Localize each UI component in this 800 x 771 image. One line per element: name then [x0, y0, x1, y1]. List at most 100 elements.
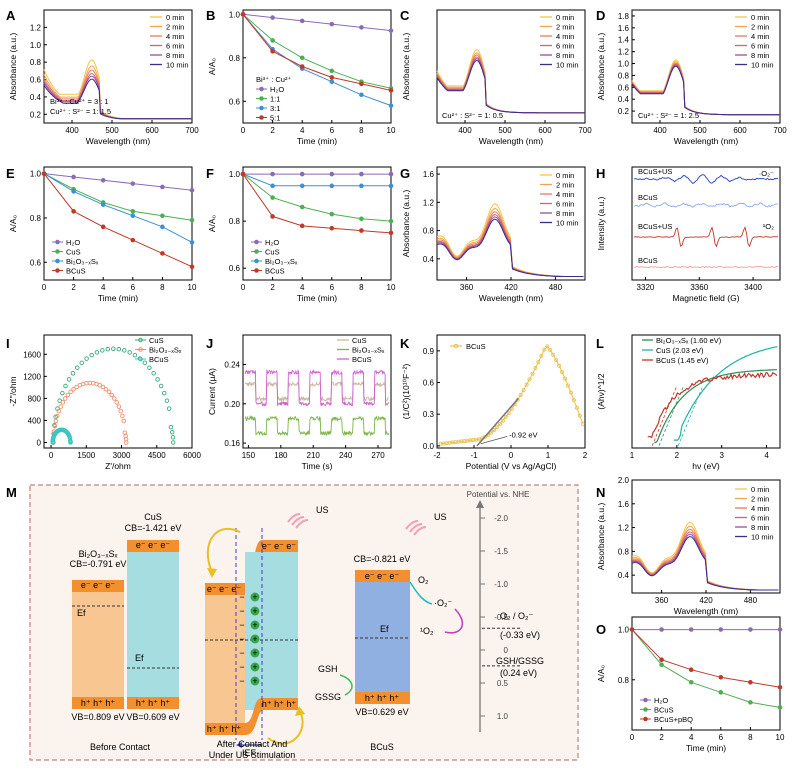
y-tick-label: 0.6 [30, 76, 42, 85]
after-contact-label-2: Under US Stimulation [209, 750, 296, 760]
y-tick-label: 1.0 [618, 626, 630, 635]
series-line-0 [243, 14, 391, 30]
y-tick-label: 0.9 [423, 347, 435, 356]
data-point [190, 265, 194, 269]
impedance-point [75, 366, 79, 370]
panel-label-L: L [596, 336, 604, 351]
y-tick-label: 1.0 [618, 60, 630, 69]
junction-right-electrons: e⁻ e⁻ e⁻ [262, 541, 297, 551]
positive-charge: + [252, 634, 257, 644]
legend-marker [255, 259, 259, 263]
panel-label-J: J [206, 336, 213, 351]
y-tick-label: 0.8 [229, 54, 241, 63]
y-tick-label: 1.2 [618, 48, 630, 57]
y-tick-label: 1.0 [229, 10, 241, 19]
panel-label-K: K [400, 336, 410, 351]
x-tick-label: 0 [42, 283, 47, 292]
after-contact-label: After Contact And [217, 739, 288, 749]
data-point [161, 185, 165, 189]
panel-label-B: B [206, 8, 215, 23]
legend-marker [255, 250, 259, 254]
data-point [330, 172, 334, 176]
legend-label: BCuS [265, 267, 285, 276]
data-point [389, 172, 393, 176]
x-tick-label: 6000 [183, 451, 201, 460]
x-tick-label: 4 [101, 283, 106, 292]
data-point [330, 76, 334, 80]
tauc-curve-2 [648, 373, 777, 438]
panel-O: 0 2 4 6 8 10 0.8 1.0 Time (min) A/A₀ H₂OBCuSBCuS+p… [596, 617, 785, 753]
cus-cb-label: CB=-1.421 eV [125, 523, 182, 533]
legend-label: 0 min [556, 13, 574, 22]
x-tick-label: 8 [160, 283, 165, 292]
legend-label: BCuS [654, 706, 674, 715]
x-tick-label: 270 [371, 451, 385, 460]
data-point [300, 224, 304, 228]
legend-label: 4 min [556, 190, 574, 199]
panel-label-A: A [6, 8, 16, 23]
impedance-point [63, 397, 67, 401]
y-tick-label: 2.0 [618, 476, 630, 485]
y-tick-label: 1200 [23, 372, 41, 381]
singlet-oxygen-label: ¹O₂ [420, 626, 434, 636]
y-tick-label: 0.6 [423, 379, 435, 388]
panel-annotation: Cu²⁺ : S²⁻ = 1: 0.5 [442, 111, 503, 120]
legend-label: 0 min [751, 13, 769, 22]
panel-label-C: C [400, 8, 410, 23]
data-point [241, 13, 245, 17]
y-axis-label: A/A₀ [8, 214, 18, 232]
x-tick-label: 480 [744, 596, 758, 605]
data-point [689, 668, 693, 672]
y-tick-label: 1.0 [30, 170, 42, 179]
positive-charge: + [252, 648, 257, 658]
panel-annotation: Cu²⁺ : S²⁻ = 1: 1.5 [50, 107, 111, 116]
data-point [660, 658, 664, 662]
impedance-point [85, 357, 89, 361]
y-axis-label: Intensity (a.u.) [596, 196, 606, 250]
x-axis-label: Time (min) [686, 743, 726, 753]
legend-label: BCuS [149, 355, 169, 364]
radical-tag: ·O₂⁻ [759, 169, 774, 178]
data-point [300, 65, 304, 69]
legend-label: 2 min [166, 23, 184, 32]
bcus-cb-label: CB=-0.821 eV [354, 554, 411, 564]
gsh-label: GSH [318, 664, 338, 674]
x-tick-label: 700 [578, 126, 592, 135]
epr-trace-3 [634, 266, 778, 268]
data-point [360, 217, 364, 221]
y-tick-label: 0.8 [618, 676, 630, 685]
y-tick-label: 0.8 [30, 214, 42, 223]
o2-label: O₂ [418, 575, 429, 585]
legend-marker [644, 698, 648, 702]
legend-label: Bi₂O₃₋ₓSₓ [352, 346, 385, 355]
data-point [101, 203, 105, 207]
data-point [778, 628, 782, 632]
impedance-point [95, 351, 99, 355]
bcus-name: BCuS [370, 742, 394, 752]
tauc-fit-line [678, 386, 703, 446]
panel-L: 1 2 3 4hν (eV)(Ahν)^1/2Bi₂O₃₋ₓSₓ (1.60 eV)C… [596, 335, 780, 471]
x-axis-label: Wavelength (nm) [479, 136, 544, 146]
legend-label: Bi₂O₃₋ₓSₓ (1.60 eV) [656, 336, 722, 345]
data-point [689, 680, 693, 684]
cus-holes: h⁺ h⁺ h⁺ [136, 698, 171, 708]
x-tick-label: 700 [773, 126, 787, 135]
cus-electrons: e⁻ e⁻ e⁻ [136, 540, 171, 550]
data-point [389, 219, 393, 223]
y-tick-label: 1600 [23, 350, 41, 359]
x-tick-label: 210 [307, 451, 321, 460]
data-point [271, 16, 275, 20]
legend-label: 6 min [556, 42, 574, 51]
figure-canvas: 400 500 600 7000.20.40.60.81.01.2Wavelength… [0, 0, 800, 771]
x-tick-label: 480 [549, 283, 563, 292]
bcus-holes: h⁺ h⁺ h⁺ [365, 693, 400, 703]
x-tick-label: 3000 [113, 451, 131, 460]
y-tick-label: 0.16 [224, 439, 240, 448]
y-tick-label: 0.8 [30, 58, 42, 67]
x-tick-label: 1500 [77, 451, 95, 460]
legend-label: 8 min [166, 51, 184, 60]
y-tick-label: 1.6 [618, 500, 630, 509]
data-point [131, 210, 135, 214]
data-point [389, 184, 393, 188]
junction-right-gap [245, 552, 298, 710]
